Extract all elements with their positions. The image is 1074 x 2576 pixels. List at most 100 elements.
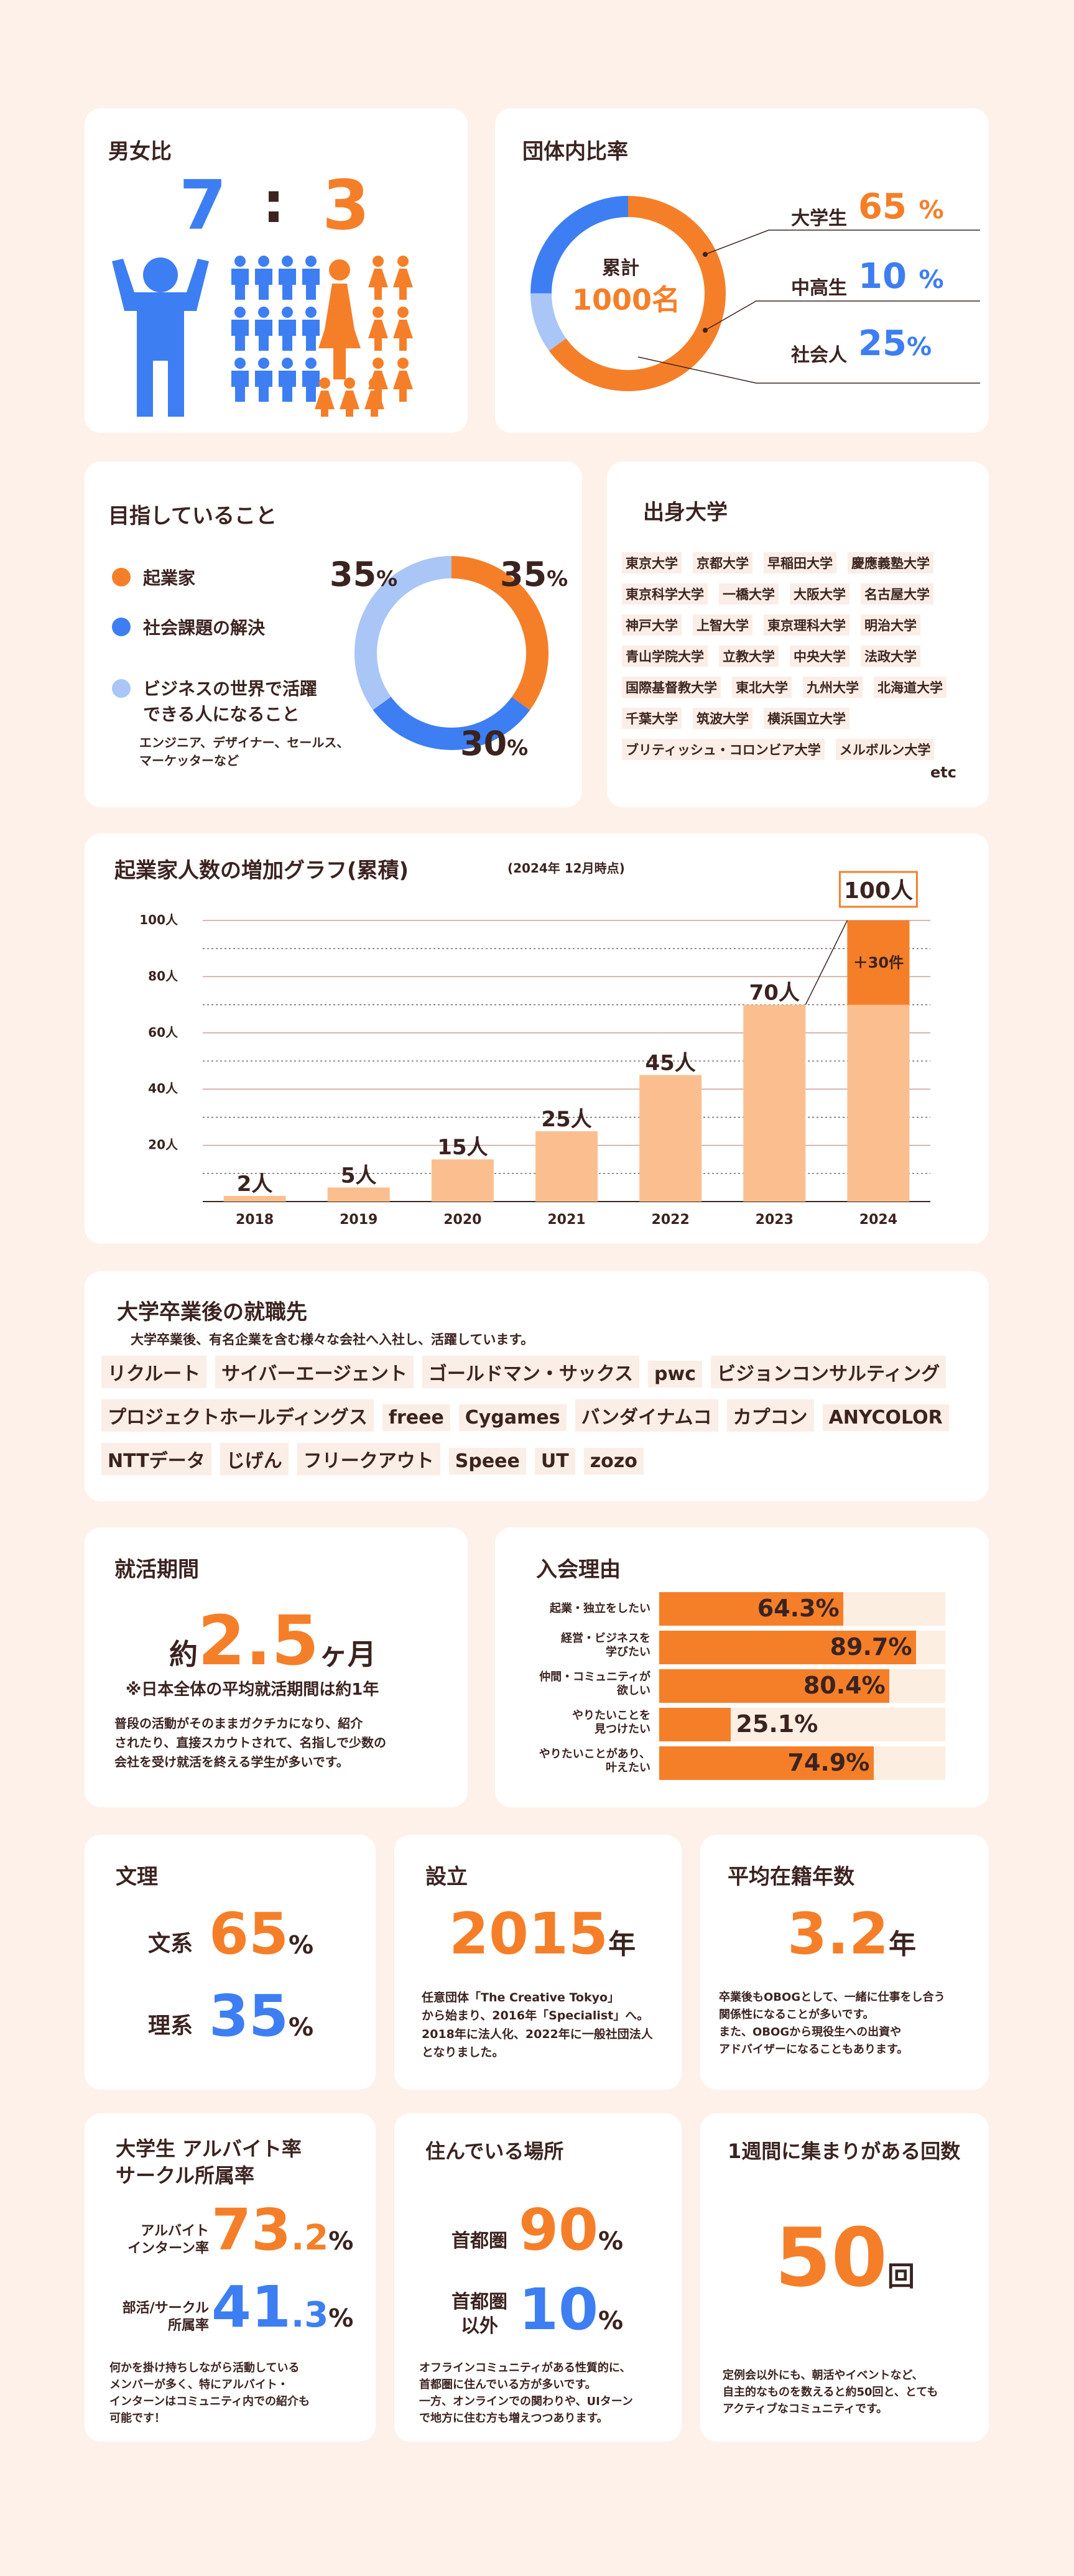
- legend-dot-orange: [112, 568, 131, 586]
- university-tag: メルボルン大学: [835, 739, 935, 760]
- parttime-value-club: 41.3%: [211, 2274, 354, 2340]
- founded-title: 設立: [425, 1865, 468, 1889]
- chart-title: 起業家人数の増加グラフ(累積): [114, 858, 409, 883]
- gender-title: 男女比: [108, 139, 172, 164]
- university-tag: 東北大学: [732, 677, 792, 698]
- parttime-desc: 何かを掛け持ちしながら活動している メンバーが多く、特にアルバイト・ インターンはコ…: [109, 2361, 310, 2425]
- universities-list: 東京大学 京都大学 早稲田大学 慶應義塾大学東京科学大学 一橋大学 大阪大学 名古屋大学神戸…: [622, 552, 989, 770]
- male-person-icon: [255, 256, 272, 300]
- data-label: 45人: [645, 1051, 695, 1076]
- data-label: 70人: [749, 981, 800, 1006]
- university-tag: 国際基督教大学: [622, 677, 721, 698]
- company-tag: バンダイナムコ: [575, 1399, 718, 1432]
- parttime-label-club: 部活/サークル 所属率: [122, 2300, 209, 2333]
- job-hunting-card: 就活期間 約2.5ヶ月 ※日本全体の平均就活期間は約1年 普段の活動がそのままガ…: [85, 1527, 468, 1807]
- small-female-icons: [315, 256, 413, 417]
- large-male-icon: [112, 257, 209, 417]
- career-title: 大学卒業後の就職先: [117, 1300, 307, 1325]
- company-tag: ゴールドマン・サックス: [422, 1356, 640, 1388]
- male-person-icon: [279, 307, 296, 351]
- composition-card: 団体内比率 累計 1000名 大学生 65 % 中高生 10 % 社会人 25%: [495, 108, 989, 433]
- reason-label: 経営・ビジネスを 学びたい: [561, 1632, 650, 1659]
- male-person-icon: [302, 358, 320, 402]
- composition-label-highschool: 中高生: [791, 277, 847, 299]
- tenure-title: 平均在籍年数: [728, 1865, 854, 1889]
- bar-2020: [431, 1159, 494, 1202]
- gender-card: 男女比 7 : 3: [85, 108, 468, 433]
- company-tag: プロジェクトホールディングス: [101, 1399, 374, 1432]
- reason-label: やりたいことを 見つけたい: [572, 1709, 650, 1736]
- male-person-icon: [255, 358, 272, 402]
- composition-label-adult: 社会人: [791, 345, 847, 366]
- chart-subtitle: (2024年 12月時点): [507, 861, 625, 876]
- residence-title: 住んでいる場所: [425, 2139, 564, 2163]
- small-male-icons: [231, 256, 320, 402]
- legend-label: 起業家: [143, 568, 196, 588]
- female-person-icon: [393, 256, 413, 300]
- reason-value: 64.3%: [757, 1595, 840, 1622]
- university-tag: ブリティッシュ・コロンビア大学: [622, 739, 825, 760]
- goals-card: 目指していること 起業家 社会課題の解決 ビジネスの世界で活躍 できる人になること…: [85, 461, 582, 807]
- goals-note: エンジニア、デザイナー、セールス、 マーケッターなど: [139, 735, 350, 768]
- job-hunting-desc: 普段の活動がそのままガクチカになり、紹介 されたり、直接スカウトされて、名指しで少…: [114, 1716, 386, 1769]
- increment-label: ＋30件: [853, 954, 904, 971]
- data-label: 25人: [541, 1107, 591, 1132]
- bar-2022: [639, 1075, 702, 1202]
- goals-value-social: 30%: [460, 724, 529, 763]
- female-person-icon: [393, 358, 413, 402]
- company-tag: ANYCOLOR: [822, 1404, 949, 1431]
- donut-center-value: 1000名: [572, 283, 681, 317]
- reason-label: 起業・独立をしたい: [550, 1602, 650, 1615]
- reason-value: 25.1%: [736, 1710, 818, 1738]
- meetings-title: 1週間に集まりがある回数: [728, 2139, 961, 2163]
- company-tag: じげん: [220, 1443, 289, 1475]
- faculty-title: 文理: [116, 1865, 158, 1889]
- composition-label-university: 大学生: [791, 208, 847, 229]
- donut-segment-adult: [530, 196, 726, 391]
- university-tag: 早稲田大学: [764, 552, 836, 573]
- reasons-card: 入会理由 起業・独立をしたい 64.3% 経営・ビジネスを 学びたい 89.7% 仲間・コ…: [495, 1527, 989, 1807]
- company-tag: フリークアウト: [297, 1443, 440, 1475]
- goals-title: 目指していること: [108, 504, 277, 529]
- reason-bar-track: [659, 1669, 945, 1703]
- reason-bar: [659, 1708, 731, 1741]
- university-tag: 一橋大学: [719, 583, 779, 605]
- y-tick-label: 20人: [148, 1137, 178, 1152]
- bar-increment-highlight: [847, 920, 910, 1005]
- bar-2018: [223, 1195, 286, 1202]
- reason-bar-track: [659, 1592, 945, 1626]
- reason-bar-track: [659, 1631, 945, 1664]
- male-person-icon: [279, 256, 296, 300]
- university-tag: 東京大学: [622, 552, 682, 573]
- people-pictogram: [112, 256, 413, 417]
- company-tag: zozo: [583, 1448, 644, 1475]
- job-hunting-title: 就活期間: [114, 1557, 199, 1582]
- university-tag: 九州大学: [803, 677, 863, 698]
- company-tag: サイバーエージェント: [215, 1356, 414, 1388]
- data-label: 5人: [341, 1163, 377, 1188]
- residence-label-metro: 首都圏: [451, 2230, 507, 2252]
- composition-value-adult: 25%: [858, 323, 932, 364]
- residence-desc: オフラインコミュニティがある性質的に、 首都圏に住んでいる方が多いです。 一方、オン…: [419, 2361, 633, 2425]
- company-tag: UT: [534, 1448, 575, 1475]
- university-tag: 神戸大学: [622, 614, 682, 636]
- callout-label: 100人: [844, 878, 913, 904]
- university-tag: 横浜国立大学: [764, 708, 849, 729]
- tenure-card: 平均在籍年数 3.2年 卒業後もOBOGとして、一緒に仕事をし合う 関係性になるこ…: [700, 1835, 989, 2090]
- ratio-colon: :: [262, 170, 285, 236]
- goals-value-business: 35%: [330, 555, 398, 594]
- faculty-science-label: 理系: [148, 2013, 193, 2039]
- university-tag: 大阪大学: [790, 583, 849, 605]
- increment-connector: [805, 920, 848, 1005]
- x-tick-label: 2024: [859, 1212, 897, 1228]
- faculty-science-value: 35%: [209, 1983, 314, 2049]
- reason-bar: [659, 1669, 889, 1703]
- residence-label-other: 首都圏 以外: [451, 2291, 507, 2337]
- composition-leader-lines: [637, 229, 980, 384]
- x-tick-label: 2019: [340, 1212, 377, 1228]
- male-person-icon: [302, 307, 320, 351]
- composition-value-highschool: 10 %: [858, 256, 944, 297]
- goal-legend-social: 社会課題の解決: [112, 614, 265, 639]
- y-tick-label: 100人: [139, 912, 178, 927]
- reason-bar-track: [659, 1708, 945, 1741]
